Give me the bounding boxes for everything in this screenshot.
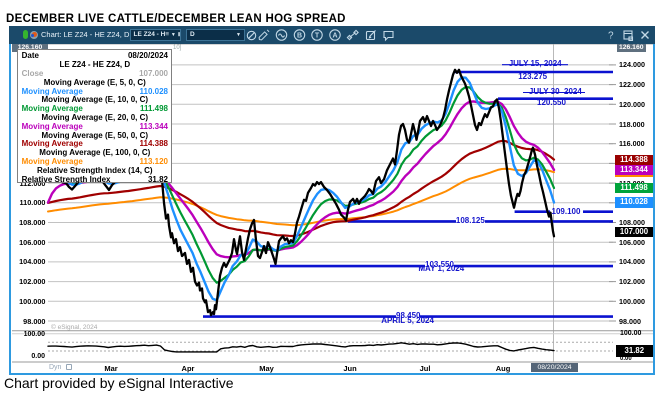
svg-text:B: B bbox=[297, 33, 302, 40]
svg-text:?: ? bbox=[608, 31, 614, 42]
svg-text:A: A bbox=[332, 33, 337, 40]
svg-text:T: T bbox=[315, 33, 320, 40]
